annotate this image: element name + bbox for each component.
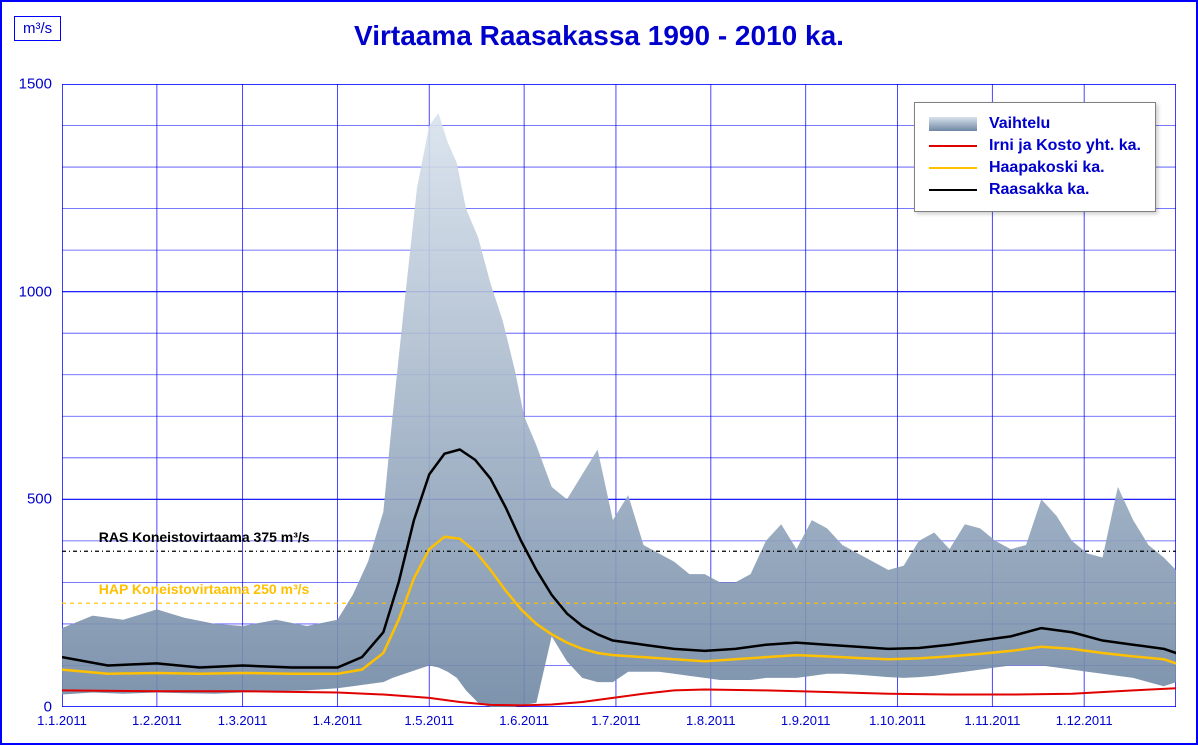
x-tick-label: 1.5.2011 (404, 713, 454, 728)
x-tick-label: 1.9.2011 (781, 713, 831, 728)
x-tick-label: 1.2.2011 (132, 713, 182, 728)
chart-title: Virtaama Raasakassa 1990 - 2010 ka. (2, 20, 1196, 52)
legend-item: Raasakka ka. (929, 181, 1141, 199)
legend-item: Vaihtelu (929, 115, 1141, 133)
x-tick-label: 1.3.2011 (218, 713, 268, 728)
legend-label: Irni ja Kosto yht. ka. (989, 137, 1141, 155)
x-tick-label: 1.6.2011 (499, 713, 549, 728)
legend: Vaihtelu Irni ja Kosto yht. ka. Haapakoski… (914, 102, 1156, 212)
y-tick-label: 1500 (19, 76, 52, 93)
x-tick-label: 1.8.2011 (686, 713, 736, 728)
legend-line-swatch (929, 145, 977, 147)
legend-label: Raasakka ka. (989, 181, 1090, 199)
legend-swatch-area (929, 117, 977, 131)
legend-line-swatch (929, 167, 977, 169)
chart-container: m³/s Virtaama Raasakassa 1990 - 2010 ka.… (0, 0, 1198, 745)
series-irni_kosto (62, 688, 1176, 705)
y-tick-label: 1000 (19, 283, 52, 300)
legend-item: Irni ja Kosto yht. ka. (929, 137, 1141, 155)
x-tick-label: 1.12.2011 (1056, 713, 1113, 728)
x-tick-label: 1.7.2011 (591, 713, 641, 728)
x-tick-label: 1.4.2011 (313, 713, 363, 728)
reference-label: HAP Koneistovirtaama 250 m³/s (99, 581, 310, 597)
x-tick-label: 1.10.2011 (869, 713, 926, 728)
legend-item: Haapakoski ka. (929, 159, 1141, 177)
legend-label: Haapakoski ka. (989, 159, 1105, 177)
y-tick-label: 500 (27, 491, 52, 508)
x-tick-label: 1.1.2011 (37, 713, 87, 728)
legend-line-swatch (929, 189, 977, 191)
legend-label: Vaihtelu (989, 115, 1050, 133)
x-tick-label: 1.11.2011 (964, 713, 1020, 728)
reference-label: RAS Koneistovirtaama 375 m³/s (99, 529, 310, 545)
plot-area: 0500100015001.1.20111.2.20111.3.20111.4.… (62, 84, 1176, 707)
